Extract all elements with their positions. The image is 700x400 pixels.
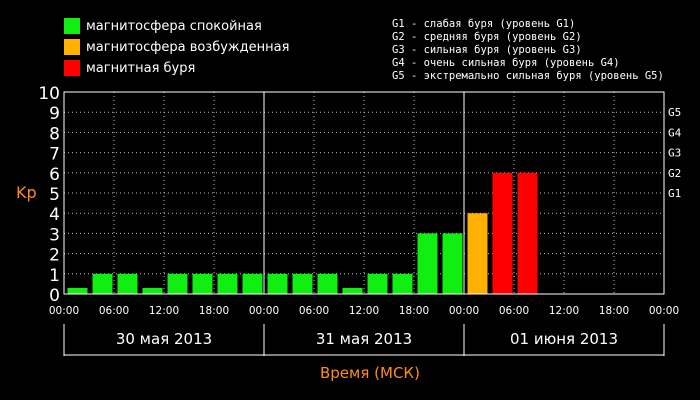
day-label: 01 июня 2013 [510, 330, 618, 348]
x-tick-label: 18:00 [599, 305, 629, 317]
legend-label-disturbed: магнитосфера возбужденная [86, 39, 290, 55]
right-tick-label: G3 [668, 147, 681, 160]
kp-bar [392, 273, 413, 294]
legend-swatch-quiet [64, 18, 80, 34]
kp-bar [342, 287, 363, 294]
x-tick-label: 00:00 [249, 305, 279, 317]
x-axis-label: Время (МСК) [320, 364, 420, 382]
x-tick-label: 12:00 [149, 305, 179, 317]
plot-frame [63, 91, 665, 295]
y-tick-label: 6 [49, 165, 60, 185]
y-tick-label: 1 [49, 266, 60, 286]
legend-swatch-disturbed [64, 39, 80, 55]
legend-item-disturbed: магнитосфера возбужденная [64, 38, 289, 56]
y-tick-label: 4 [49, 205, 60, 225]
kp-bar [442, 233, 463, 294]
x-tick-label: 12:00 [349, 305, 379, 317]
y-tick-label: 0 [49, 286, 60, 306]
kp-bar [92, 273, 113, 294]
storm-level-g4: G4 - очень сильная буря (уровень G4) [392, 57, 620, 69]
y-tick-label: 7 [49, 145, 60, 165]
kp-bar [192, 273, 213, 294]
kp-bar [242, 273, 263, 294]
kp-bar [317, 273, 338, 294]
legend-label-storm: магнитная буря [86, 60, 196, 76]
y-tick-label: 9 [49, 104, 60, 124]
y-axis-label: Kp [16, 183, 37, 202]
storm-level-g3: G3 - сильная буря (уровень G3) [392, 44, 582, 56]
kp-bar [217, 273, 238, 294]
y-tick-label: 3 [49, 225, 60, 245]
kp-bar [117, 273, 138, 294]
legend-swatch-storm [64, 60, 80, 76]
x-tick-label: 06:00 [99, 305, 129, 317]
kp-bar [167, 273, 188, 294]
y-tick-label: 8 [49, 124, 60, 144]
day-label: 31 мая 2013 [316, 330, 412, 348]
y-tick-label: 5 [49, 185, 60, 205]
right-tick-label: G4 [668, 126, 682, 139]
x-tick-label: 18:00 [399, 305, 429, 317]
right-tick-label: G1 [668, 187, 681, 200]
legend-item-storm: магнитная буря [64, 59, 195, 77]
day-label: 30 мая 2013 [116, 330, 212, 348]
x-tick-label: 00:00 [49, 305, 79, 317]
kp-bar [267, 273, 288, 294]
storm-level-g5: G5 - экстремально сильная буря (уровень … [392, 70, 664, 82]
x-tick-label: 18:00 [199, 305, 229, 317]
kp-bar [467, 213, 488, 294]
kp-bar [492, 172, 513, 294]
kp-bar [292, 273, 313, 294]
storm-level-g1: G1 - слабая буря (уровень G1) [392, 18, 576, 30]
kp-bar [67, 287, 88, 294]
right-tick-label: G2 [668, 167, 681, 180]
x-tick-label: 06:00 [299, 305, 329, 317]
x-tick-label: 00:00 [649, 305, 679, 317]
x-tick-label: 06:00 [499, 305, 529, 317]
x-tick-label: 00:00 [449, 305, 479, 317]
legend-label-quiet: магнитосфера спокойная [86, 18, 262, 34]
right-tick-label: G5 [668, 106, 681, 119]
kp-bar [142, 287, 163, 294]
y-tick-label: 10 [38, 84, 60, 104]
storm-level-g2: G2 - средняя буря (уровень G2) [392, 31, 582, 43]
kp-bar [417, 233, 438, 294]
y-tick-label: 2 [49, 246, 60, 266]
legend-item-quiet: магнитосфера спокойная [64, 17, 262, 35]
kp-bar [517, 172, 538, 294]
x-tick-label: 12:00 [549, 305, 579, 317]
kp-bar [367, 273, 388, 294]
storm-level-legend: G1 - слабая буря (уровень G1) G2 - средн… [392, 18, 664, 83]
